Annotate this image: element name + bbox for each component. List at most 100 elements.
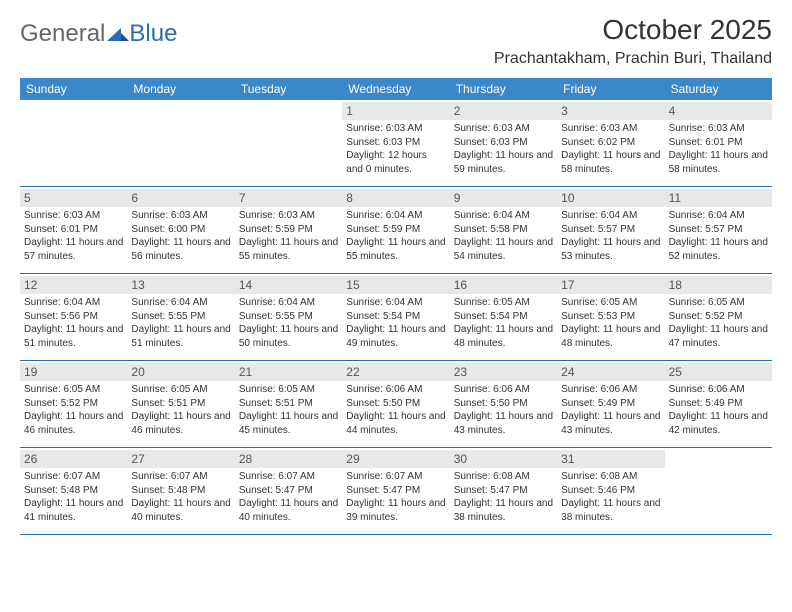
day-number: 22 (342, 363, 449, 381)
daylight-text: Daylight: 11 hours and 51 minutes. (131, 323, 230, 350)
sunrise-text: Sunrise: 6:06 AM (669, 383, 768, 397)
day-cell: 8Sunrise: 6:04 AMSunset: 5:59 PMDaylight… (342, 187, 449, 273)
day-info: Sunrise: 6:05 AMSunset: 5:54 PMDaylight:… (454, 296, 553, 350)
day-info: Sunrise: 6:05 AMSunset: 5:53 PMDaylight:… (561, 296, 660, 350)
sunrise-text: Sunrise: 6:06 AM (346, 383, 445, 397)
day-number: 26 (20, 450, 127, 468)
sunset-text: Sunset: 6:03 PM (454, 136, 553, 150)
daylight-text: Daylight: 11 hours and 49 minutes. (346, 323, 445, 350)
day-number: 18 (665, 276, 772, 294)
sunrise-text: Sunrise: 6:07 AM (346, 470, 445, 484)
sunrise-text: Sunrise: 6:05 AM (131, 383, 230, 397)
day-info: Sunrise: 6:08 AMSunset: 5:47 PMDaylight:… (454, 470, 553, 524)
day-number: 13 (127, 276, 234, 294)
day-number: 4 (665, 102, 772, 120)
day-cell: 17Sunrise: 6:05 AMSunset: 5:53 PMDayligh… (557, 274, 664, 360)
day-number: 9 (450, 189, 557, 207)
sunset-text: Sunset: 5:55 PM (239, 310, 338, 324)
day-info: Sunrise: 6:03 AMSunset: 6:01 PMDaylight:… (24, 209, 123, 263)
day-cell: 9 Sunrise: 6:04 AMSunset: 5:58 PMDaylight… (450, 187, 557, 273)
day-info: Sunrise: 6:07 AMSunset: 5:47 PMDaylight:… (346, 470, 445, 524)
week-row: 12 Sunrise: 6:04 AMSunset: 5:56 PMDayligh… (20, 274, 772, 361)
day-number: 7 (235, 189, 342, 207)
day-number: 6 (127, 189, 234, 207)
day-of-week-header: Sunday Monday Tuesday Wednesday Thursday… (20, 78, 772, 100)
day-number: 5 (20, 189, 127, 207)
day-cell: 18Sunrise: 6:05 AMSunset: 5:52 PMDayligh… (665, 274, 772, 360)
day-number: 25 (665, 363, 772, 381)
sunrise-text: Sunrise: 6:07 AM (239, 470, 338, 484)
day-number: 20 (127, 363, 234, 381)
day-cell: 31Sunrise: 6:08 AMSunset: 5:46 PMDayligh… (557, 448, 664, 534)
day-cell: 30Sunrise: 6:08 AMSunset: 5:47 PMDayligh… (450, 448, 557, 534)
day-info: Sunrise: 6:03 AMSunset: 5:59 PMDaylight:… (239, 209, 338, 263)
sunrise-text: Sunrise: 6:08 AM (454, 470, 553, 484)
sunrise-text: Sunrise: 6:05 AM (454, 296, 553, 310)
day-number: 1 (342, 102, 449, 120)
day-info: Sunrise: 6:04 AMSunset: 5:54 PMDaylight:… (346, 296, 445, 350)
daylight-text: Daylight: 11 hours and 45 minutes. (239, 410, 338, 437)
day-cell: 5 Sunrise: 6:03 AMSunset: 6:01 PMDaylight… (20, 187, 127, 273)
sunset-text: Sunset: 5:51 PM (131, 397, 230, 411)
day-info: Sunrise: 6:03 AMSunset: 6:00 PMDaylight:… (131, 209, 230, 263)
week-row: 26Sunrise: 6:07 AMSunset: 5:48 PMDayligh… (20, 448, 772, 535)
day-info: Sunrise: 6:05 AMSunset: 5:52 PMDaylight:… (24, 383, 123, 437)
daylight-text: Daylight: 11 hours and 52 minutes. (669, 236, 768, 263)
day-cell: 13Sunrise: 6:04 AMSunset: 5:55 PMDayligh… (127, 274, 234, 360)
day-cell: 24Sunrise: 6:06 AMSunset: 5:49 PMDayligh… (557, 361, 664, 447)
sunset-text: Sunset: 5:47 PM (239, 484, 338, 498)
sunset-text: Sunset: 5:53 PM (561, 310, 660, 324)
daylight-text: Daylight: 11 hours and 50 minutes. (239, 323, 338, 350)
daylight-text: Daylight: 11 hours and 51 minutes. (24, 323, 123, 350)
sunset-text: Sunset: 5:46 PM (561, 484, 660, 498)
sunrise-text: Sunrise: 6:06 AM (561, 383, 660, 397)
sunrise-text: Sunrise: 6:05 AM (561, 296, 660, 310)
location-text: Prachantakham, Prachin Buri, Thailand (494, 50, 772, 68)
day-cell (665, 448, 772, 534)
day-number: 12 (20, 276, 127, 294)
daylight-text: Daylight: 11 hours and 55 minutes. (239, 236, 338, 263)
day-number: 11 (665, 189, 772, 207)
sunset-text: Sunset: 6:02 PM (561, 136, 660, 150)
day-info: Sunrise: 6:06 AMSunset: 5:49 PMDaylight:… (669, 383, 768, 437)
day-info: Sunrise: 6:04 AMSunset: 5:57 PMDaylight:… (561, 209, 660, 263)
daylight-text: Daylight: 11 hours and 38 minutes. (454, 497, 553, 524)
daylight-text: Daylight: 11 hours and 53 minutes. (561, 236, 660, 263)
day-cell: 1 Sunrise: 6:03 AMSunset: 6:03 PMDaylight… (342, 100, 449, 186)
sunset-text: Sunset: 5:48 PM (131, 484, 230, 498)
sunset-text: Sunset: 5:50 PM (346, 397, 445, 411)
daylight-text: Daylight: 11 hours and 42 minutes. (669, 410, 768, 437)
sunrise-text: Sunrise: 6:07 AM (131, 470, 230, 484)
day-cell: 29 Sunrise: 6:07 AMSunset: 5:47 PMDayligh… (342, 448, 449, 534)
sunrise-text: Sunrise: 6:03 AM (131, 209, 230, 223)
day-info: Sunrise: 6:03 AMSunset: 6:03 PMDaylight:… (346, 122, 445, 176)
day-info: Sunrise: 6:03 AMSunset: 6:01 PMDaylight:… (669, 122, 768, 176)
daylight-text: Daylight: 11 hours and 54 minutes. (454, 236, 553, 263)
sunset-text: Sunset: 5:54 PM (346, 310, 445, 324)
daylight-text: Daylight: 11 hours and 43 minutes. (454, 410, 553, 437)
day-info: Sunrise: 6:04 AMSunset: 5:56 PMDaylight:… (24, 296, 123, 350)
day-info: Sunrise: 6:04 AMSunset: 5:58 PMDaylight:… (454, 209, 553, 263)
sunrise-text: Sunrise: 6:03 AM (346, 122, 445, 136)
day-number: 19 (20, 363, 127, 381)
sunrise-text: Sunrise: 6:05 AM (239, 383, 338, 397)
day-cell: 11Sunrise: 6:04 AMSunset: 5:57 PMDayligh… (665, 187, 772, 273)
daylight-text: Daylight: 11 hours and 58 minutes. (669, 149, 768, 176)
logo: General Blue (20, 14, 177, 48)
sunrise-text: Sunrise: 6:03 AM (669, 122, 768, 136)
daylight-text: Daylight: 12 hours and 0 minutes. (346, 149, 445, 176)
sunrise-text: Sunrise: 6:04 AM (454, 209, 553, 223)
day-number: 29 (342, 450, 449, 468)
day-cell (20, 100, 127, 186)
daylight-text: Daylight: 11 hours and 48 minutes. (561, 323, 660, 350)
sunset-text: Sunset: 5:54 PM (454, 310, 553, 324)
day-cell: 19 Sunrise: 6:05 AMSunset: 5:52 PMDayligh… (20, 361, 127, 447)
day-cell: 15Sunrise: 6:04 AMSunset: 5:54 PMDayligh… (342, 274, 449, 360)
logo-text-general: General (20, 20, 105, 48)
sunrise-text: Sunrise: 6:04 AM (24, 296, 123, 310)
day-cell: 10Sunrise: 6:04 AMSunset: 5:57 PMDayligh… (557, 187, 664, 273)
day-number: 14 (235, 276, 342, 294)
header-row: General Blue October 2025 Prachantakham,… (20, 14, 772, 68)
sunset-text: Sunset: 5:58 PM (454, 223, 553, 237)
day-cell: 6 Sunrise: 6:03 AMSunset: 6:00 PMDaylight… (127, 187, 234, 273)
